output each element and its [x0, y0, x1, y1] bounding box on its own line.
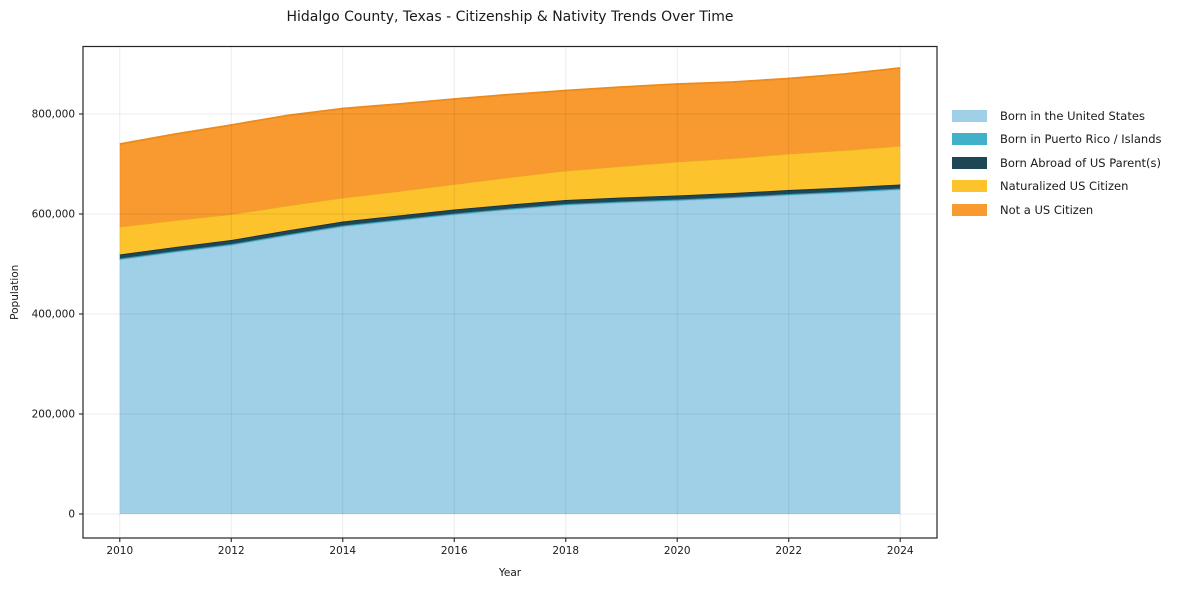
- legend-item: Naturalized US Citizen: [952, 175, 1162, 199]
- legend-item: Born Abroad of US Parent(s): [952, 151, 1162, 175]
- area-born-in-the-united-states: [119, 189, 901, 514]
- y-tick-label: 400,000: [32, 309, 75, 321]
- area-born-abroad-of-us-parent-s: [119, 184, 901, 259]
- x-axis-label: Year: [498, 567, 522, 579]
- legend-swatch: [952, 203, 987, 216]
- x-tick-label: 2022: [775, 545, 802, 557]
- area-naturalized-us-citizen: [119, 145, 901, 255]
- edge-not-a-us-citizen: [119, 67, 901, 145]
- legend-label: Born in the United States: [1000, 108, 1145, 123]
- area-not-a-us-citizen: [119, 68, 901, 227]
- y-tick-label: 800,000: [32, 109, 75, 121]
- x-tick-label: 2024: [887, 545, 914, 557]
- x-tick-label: 2010: [106, 545, 133, 557]
- legend-label: Not a US Citizen: [1000, 202, 1094, 217]
- x-tick-label: 2012: [218, 545, 245, 557]
- legend-swatch: [952, 133, 987, 146]
- x-tick-label: 2018: [552, 545, 579, 557]
- legend-swatch: [952, 180, 987, 193]
- axes-frame: [82, 45, 938, 539]
- x-tick-label: 2016: [441, 545, 468, 557]
- legend-label: Born Abroad of US Parent(s): [1000, 155, 1161, 170]
- y-tick-label: 0: [68, 509, 75, 521]
- y-tick-label: 200,000: [32, 409, 75, 421]
- y-axis-label: Population: [9, 265, 21, 320]
- legend-swatch: [952, 156, 987, 169]
- x-tick-label: 2020: [664, 545, 691, 557]
- legend-item: Born in Puerto Rico / Islands: [952, 128, 1162, 152]
- chart-title: Hidalgo County, Texas - Citizenship & Na…: [286, 9, 734, 25]
- legend-swatch: [952, 109, 987, 122]
- y-tick-label: 600,000: [32, 209, 75, 221]
- legend-item: Not a US Citizen: [952, 198, 1162, 222]
- legend-item: Born in the United States: [952, 104, 1162, 128]
- x-tick-label: 2014: [329, 545, 356, 557]
- legend-label: Naturalized US Citizen: [1000, 179, 1129, 194]
- legend: Born in the United States Born in Puerto …: [952, 104, 1162, 222]
- legend-label: Born in Puerto Rico / Islands: [1000, 132, 1162, 147]
